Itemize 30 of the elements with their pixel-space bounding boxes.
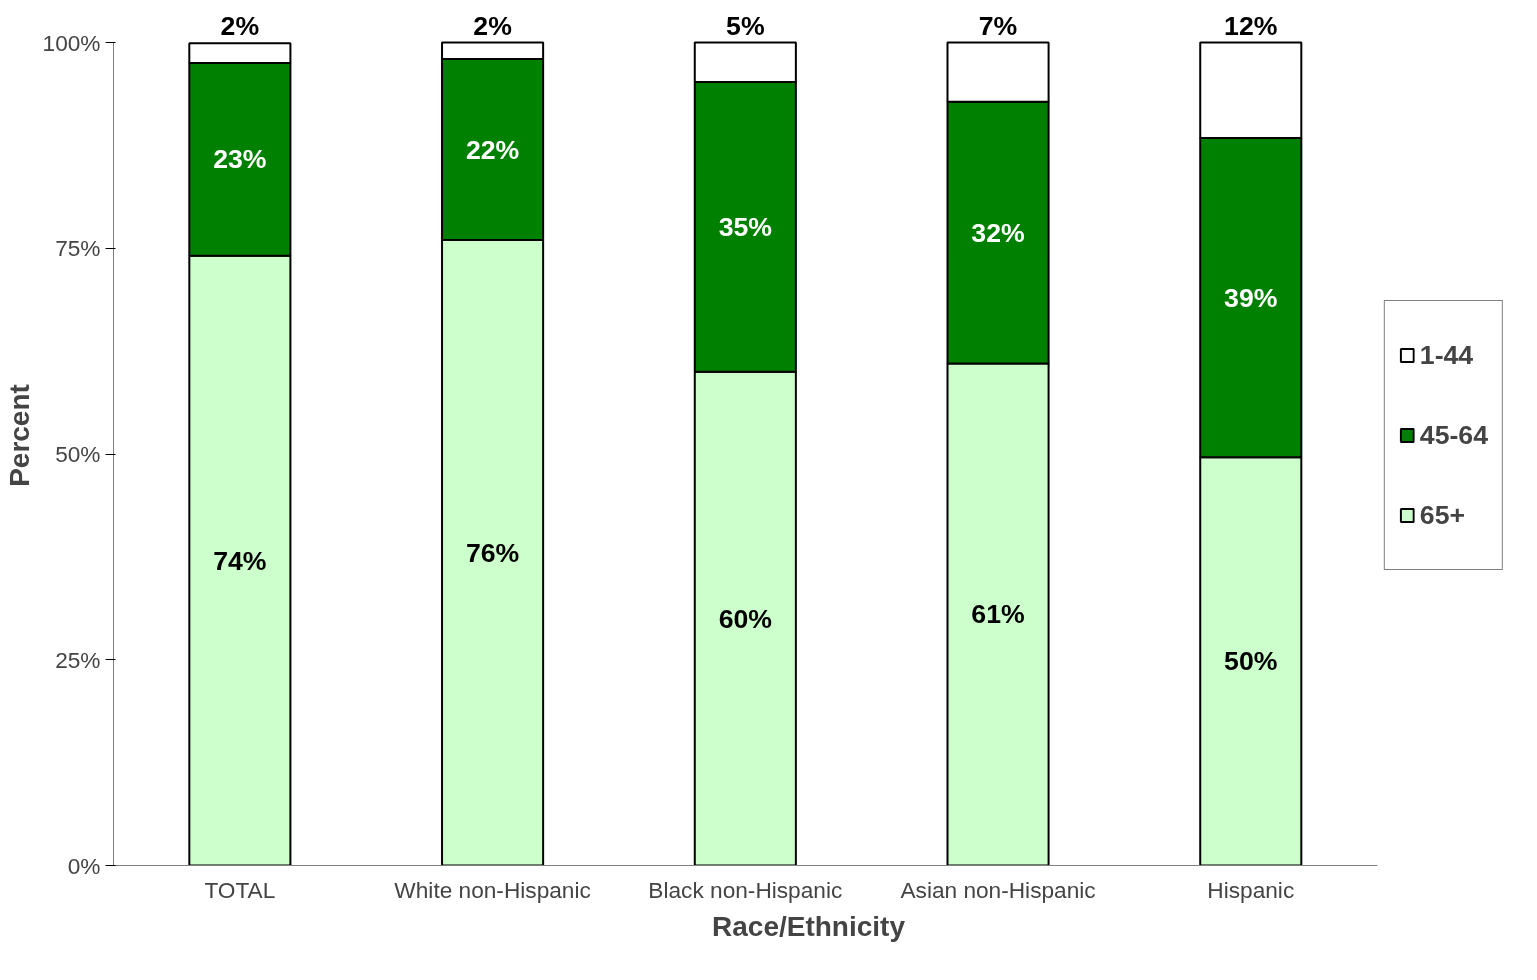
data-label: 22% xyxy=(465,134,520,165)
y-tick-label: 50% xyxy=(55,441,101,468)
data-label: 74% xyxy=(213,545,267,576)
y-tick-label: 0% xyxy=(67,852,101,879)
data-label: 23% xyxy=(213,144,267,175)
legend-label: 45-64 xyxy=(1419,418,1488,452)
x-tick-label: TOTAL xyxy=(204,876,276,903)
data-label: 32% xyxy=(971,217,1025,248)
x-tick-label: Hispanic xyxy=(1207,876,1295,903)
data-label: 39% xyxy=(1224,282,1278,313)
x-tick-label: Black non-Hispanic xyxy=(648,876,843,903)
data-label: 60% xyxy=(718,603,772,634)
y-axis-title: Percent xyxy=(3,384,35,487)
x-tick-label: White non-Hispanic xyxy=(394,876,591,903)
data-label: 2% xyxy=(473,10,512,41)
legend-label: 1-44 xyxy=(1419,338,1474,372)
data-label: 7% xyxy=(978,10,1018,41)
data-label: 2% xyxy=(220,11,260,42)
data-label: 35% xyxy=(718,211,772,242)
x-axis-title: Race/Ethnicity xyxy=(712,910,906,942)
data-label: 61% xyxy=(971,599,1025,630)
data-label: 5% xyxy=(726,10,765,41)
data-label: 50% xyxy=(1224,646,1278,677)
x-tick-label: Asian non-Hispanic xyxy=(900,876,1096,903)
data-label: 76% xyxy=(465,537,520,568)
legend-label: 65+ xyxy=(1419,498,1466,532)
data-label: 12% xyxy=(1224,10,1278,41)
y-tick-label: 100% xyxy=(42,29,101,56)
y-tick-label: 75% xyxy=(55,235,101,262)
y-tick-label: 25% xyxy=(55,646,101,673)
